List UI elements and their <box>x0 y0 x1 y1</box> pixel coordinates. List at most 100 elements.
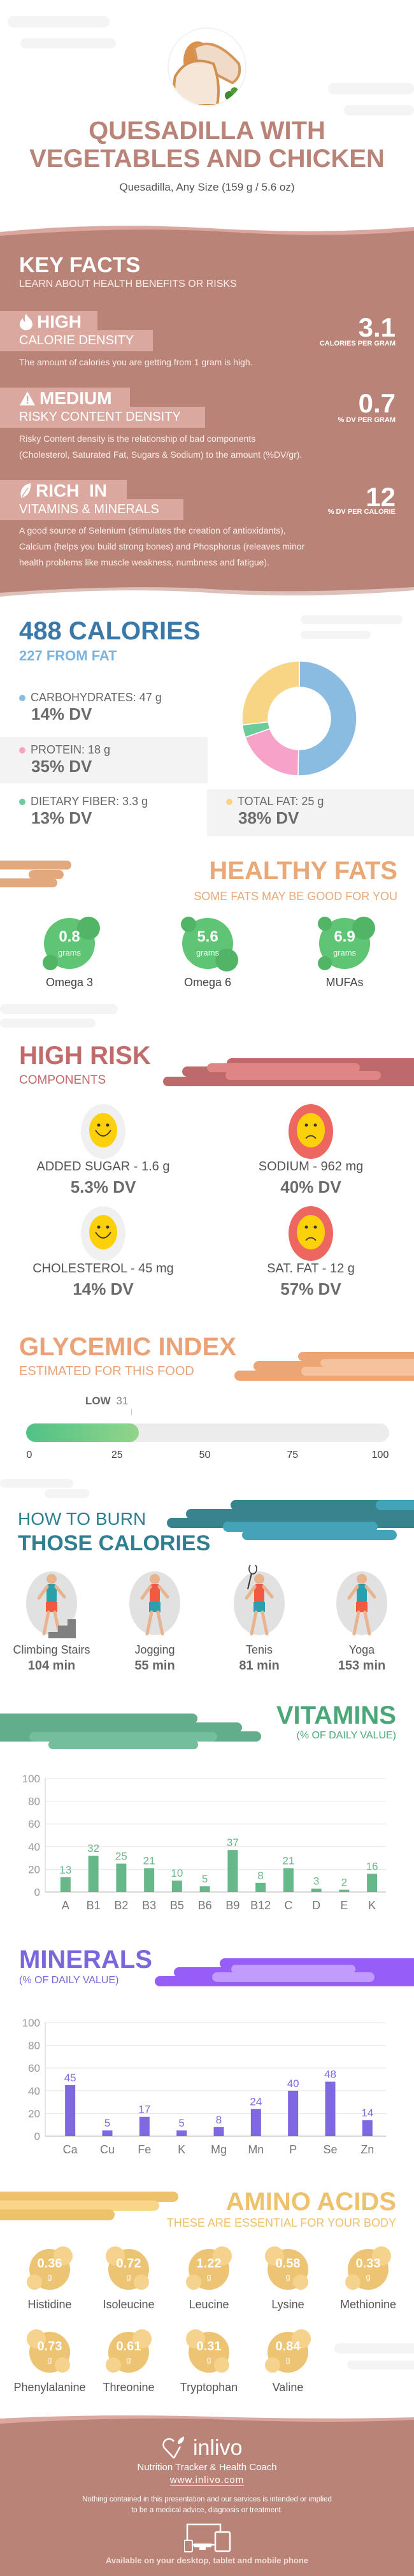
decor-shape <box>334 2343 414 2354</box>
mineral-category-label: Se <box>323 2143 337 2156</box>
decor-shape <box>29 870 64 879</box>
decor-shape <box>0 861 71 870</box>
fact-medium-risk: MEDIUM <box>19 388 112 409</box>
y-tick-label: 20 <box>28 1863 40 1875</box>
fact-description: The amount of calories you are getting f… <box>19 354 401 370</box>
amino-name: Tryptophan <box>180 2381 238 2394</box>
amino-name: Isoleucine <box>103 2298 155 2311</box>
decor-shape <box>376 1500 414 1510</box>
vitamin-bar <box>227 1850 238 1892</box>
fact-level: HIGH <box>37 312 82 331</box>
decor-shape <box>0 1004 118 1014</box>
vitamin-bar <box>144 1868 155 1892</box>
fact-rich-in: RICH IN <box>19 481 107 501</box>
decor-shape <box>0 1722 242 1733</box>
fact-label: CALORIE DENSITY <box>19 333 134 347</box>
fact-description-line: A good source of Selenium (stimulates th… <box>19 525 286 535</box>
fact-description: A good source of Selenium (stimulates th… <box>19 523 401 571</box>
vitamin-value-label: 3 <box>313 1875 319 1888</box>
y-tick-label: 60 <box>28 1818 40 1830</box>
amino-value: 0.73 <box>37 2340 62 2354</box>
fact-description-line: The amount of calories you are getting f… <box>19 357 253 367</box>
vitamin-category-label: B1 <box>87 1899 101 1912</box>
risk-label: ADDED SUGAR - 1.6 g <box>36 1160 170 1174</box>
glycemic-tick-label: 50 <box>199 1450 211 1460</box>
vitamin-value-label: 5 <box>202 1873 208 1885</box>
decor-shape <box>301 615 403 624</box>
heart-leaf-icon <box>162 2436 184 2459</box>
fact-description-line: Risky Content density is the relationshi… <box>19 433 256 444</box>
risk-label: SAT. FAT - 12 g <box>267 1262 355 1276</box>
amino-badge: 0.84 g <box>265 2329 311 2373</box>
risk-label: CHOLESTEROL - 45 mg <box>32 1262 174 1276</box>
fat-badge-omega3: 0.8 grams <box>43 917 100 970</box>
amino-badge: 1.22 g <box>186 2246 232 2290</box>
amino-name: Threonine <box>103 2381 155 2394</box>
vitamin-category-label: B2 <box>114 1899 128 1912</box>
decor-shape <box>372 2246 391 2266</box>
legend-dot <box>19 694 25 701</box>
smiley-happy-icon <box>81 1104 125 1159</box>
mineral-value-label: 48 <box>324 2069 336 2081</box>
fat-value: 5.6 <box>197 928 218 945</box>
mineral-value-label: 14 <box>361 2107 373 2119</box>
decor-shape <box>344 105 414 115</box>
fact-high-calorie: HIGH <box>19 312 82 332</box>
y-tick-label: 80 <box>28 1796 40 1808</box>
decor-shape <box>242 1530 397 1540</box>
decor-shape <box>0 878 57 887</box>
devices-icon <box>184 2523 231 2552</box>
mineral-bar <box>288 2090 299 2136</box>
high-risk-title: HIGH RISK <box>19 1042 151 1070</box>
decor-shape <box>231 1500 414 1510</box>
decor-shape <box>265 2357 280 2373</box>
decor-shape <box>347 2361 414 2369</box>
mineral-category-label: P <box>289 2143 297 2156</box>
fact-unit: CALORIES PER GRAM <box>319 340 396 347</box>
macro-label: CARBOHYDRATES: 47 g <box>31 691 162 704</box>
decor-shape <box>207 1063 360 1072</box>
y-tick-label: 80 <box>28 2040 40 2052</box>
macro-label: TOTAL FAT: 25 g <box>238 795 324 808</box>
amino-subtitle: THESE ARE ESSENTIAL FOR YOUR BODY <box>166 2216 396 2229</box>
amino-value: 0.58 <box>275 2257 301 2271</box>
macro-label: PROTEIN: 18 g <box>31 743 111 756</box>
legend-dot <box>19 746 25 753</box>
glycemic-title: GLYCEMIC INDEX <box>19 1333 236 1361</box>
decor-shape <box>134 2274 149 2290</box>
website-link[interactable]: www.inlivo.com <box>169 2475 245 2486</box>
amino-name: Valine <box>272 2381 304 2394</box>
healthy-fats-title: HEALTHY FATS <box>209 857 397 885</box>
decor-shape <box>0 2201 159 2211</box>
decor-shape <box>225 1071 381 1080</box>
mineral-category-label: K <box>178 2143 185 2156</box>
amino-title: AMINO ACIDS <box>225 2188 396 2216</box>
macro-dv: 13% DV <box>31 808 92 827</box>
decor-shape <box>186 2329 205 2348</box>
tennis-icon <box>234 1565 285 1636</box>
vitamin-category-label: B5 <box>170 1899 184 1912</box>
macro-donut-chart <box>241 660 357 776</box>
decor-shape <box>301 1367 414 1376</box>
fact-description-line: (Cholesterol, Saturated Fat, Sugars & So… <box>19 449 303 460</box>
mineral-value-label: 45 <box>64 2072 76 2084</box>
y-tick-label: 20 <box>28 2107 40 2120</box>
vitamins-bar-chart: 02040608010013A32B125B221B310B55B637B98B… <box>22 1773 386 1912</box>
vitamin-value-label: 25 <box>115 1851 127 1863</box>
amino-value: 0.61 <box>116 2340 141 2354</box>
disclaimer: Nothing contained in this presentation a… <box>0 2494 414 2516</box>
smiley-sad-icon <box>289 1104 333 1159</box>
amino-unit: g <box>206 2355 211 2364</box>
y-tick-label: 100 <box>22 1773 40 1785</box>
activity-name: Climbing Stairs <box>13 1643 90 1656</box>
decor-shape <box>106 2357 121 2373</box>
amino-badge: 0.58 g <box>265 2246 308 2290</box>
mineral-category-label: Zn <box>360 2143 374 2156</box>
fat-unit: grams <box>196 948 220 957</box>
amino-name: Methionine <box>339 2298 397 2311</box>
mineral-bar <box>213 2127 224 2136</box>
macro-dv: 35% DV <box>31 757 92 776</box>
amino-badge: 0.33 g <box>345 2246 391 2290</box>
vitamin-category-label: E <box>340 1899 348 1912</box>
decor-shape <box>186 1509 414 1519</box>
